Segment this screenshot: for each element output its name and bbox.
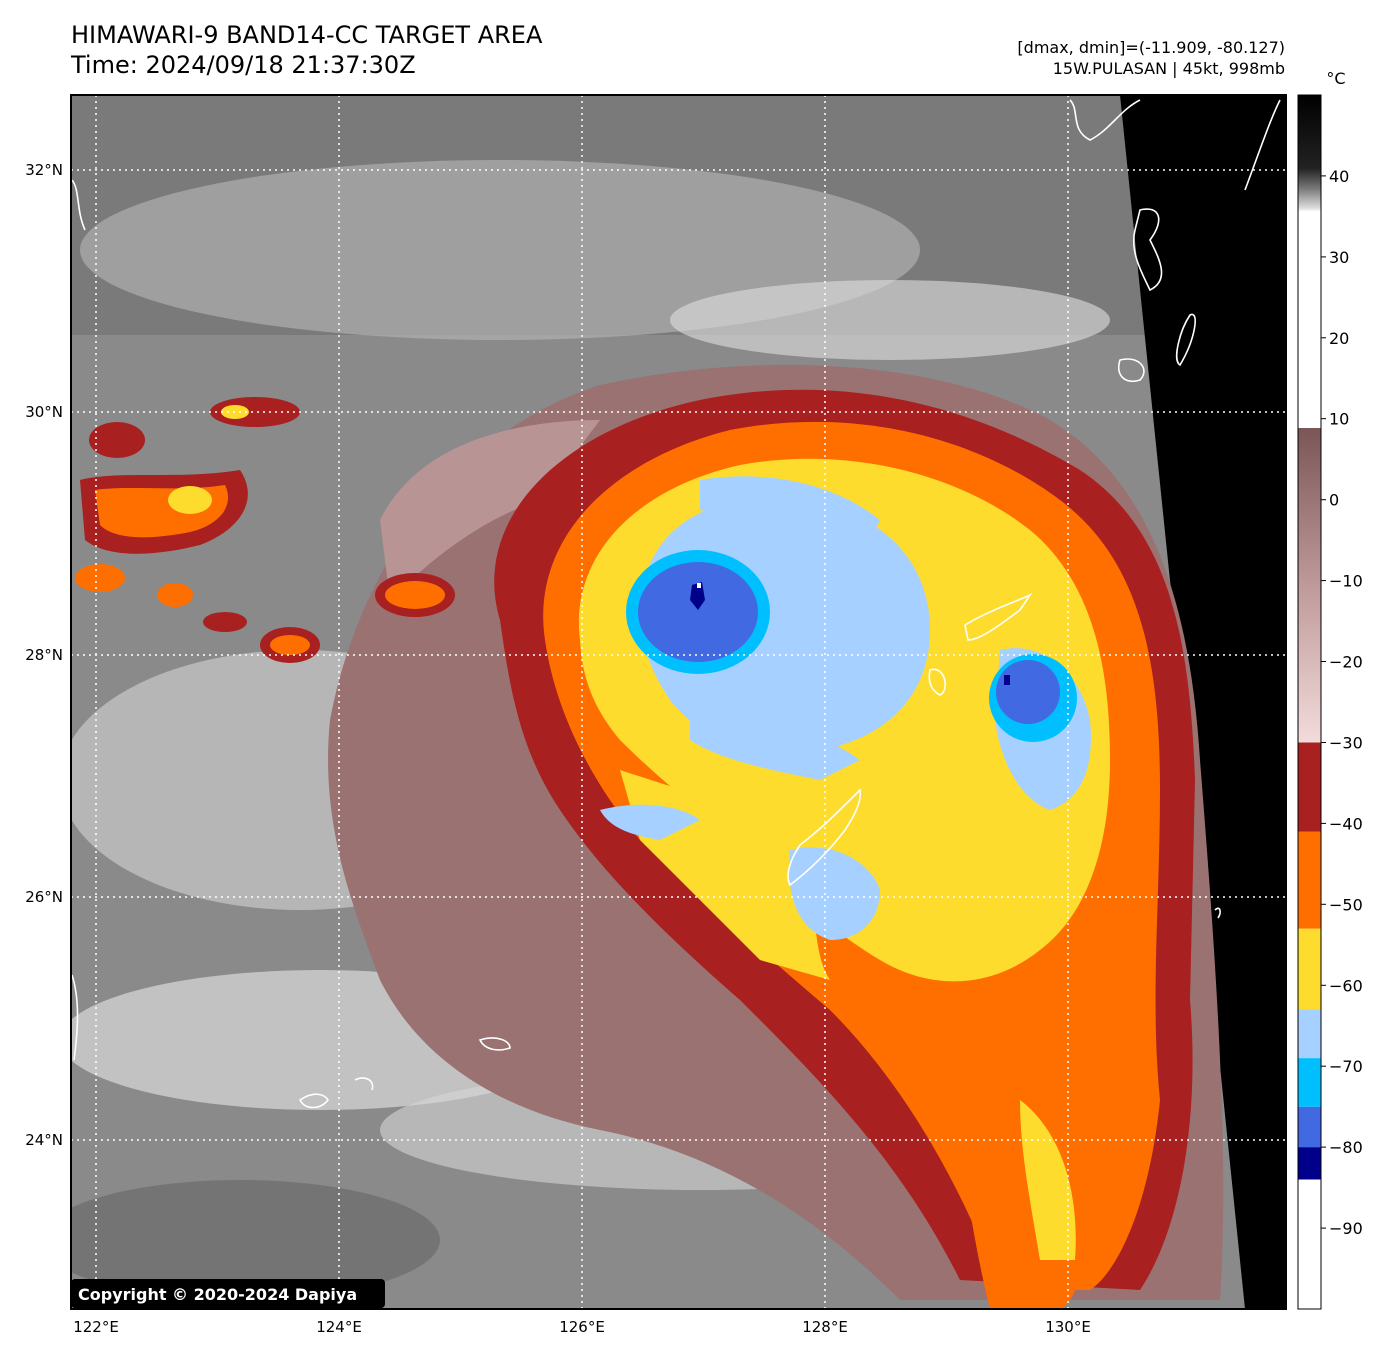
lon-tick-122: 122°E	[73, 1318, 119, 1336]
colorbar-labels: 40 30 20 10 0 −10 −20 −30 −40 −50 −60 −70 −80 −90	[1321, 167, 1363, 1238]
colorbar-label-2: 20	[1329, 329, 1349, 348]
coastline-daito	[1214, 907, 1221, 919]
lat-tick-24: 24°N	[25, 1131, 63, 1149]
lat-tick-28: 28°N	[25, 646, 63, 664]
storm-info: [dmax, dmin]=(-11.909, -80.127) 15W.PULA…	[1017, 37, 1285, 79]
chart-title: HIMAWARI-9 BAND14-CC TARGET AREA Time: 2…	[71, 20, 542, 80]
colorbar-label-11: −70	[1329, 1057, 1363, 1076]
coastline-okinawa	[787, 788, 862, 887]
colorbar-band-4	[1298, 1009, 1321, 1059]
colorbar-label-1: 30	[1329, 248, 1349, 267]
coastline-taiwan	[71, 974, 79, 1061]
band-minus70-south	[789, 847, 880, 940]
colorbar-band-3	[1298, 1058, 1321, 1107]
clear-area-south	[71, 1180, 440, 1300]
west-cluster-1-peak	[168, 486, 212, 514]
lon-tick-130: 130°E	[1045, 1318, 1091, 1336]
west-cluster-8	[203, 612, 247, 632]
colorbar-label-7: −30	[1329, 734, 1363, 753]
lon-tick-128: 128°E	[802, 1318, 848, 1336]
title-line-product: HIMAWARI-9 BAND14-CC TARGET AREA	[71, 21, 543, 49]
cloud-band-northeast	[670, 280, 1110, 360]
coastline-shikoku	[1244, 99, 1281, 191]
band-minus84-peak	[690, 582, 705, 610]
west-cluster-3-core	[270, 635, 310, 655]
colorbar-frame	[1297, 94, 1322, 1310]
secondary-core	[996, 660, 1060, 724]
west-cluster-4	[210, 397, 300, 427]
map-imagery	[71, 95, 1286, 1309]
copyright-badge: Copyright © 2020-2024 Dapiya	[71, 1279, 385, 1308]
colorbar-label-8: −40	[1329, 814, 1363, 833]
colorbar-label-12: −80	[1329, 1138, 1363, 1157]
lon-tick-124: 124°E	[316, 1318, 362, 1336]
colorbar-label-0: 40	[1329, 167, 1349, 186]
cirrus-outflow-west	[380, 420, 600, 600]
title-line-time: Time: 2024/09/18 21:37:30Z	[71, 51, 416, 79]
west-cluster-6	[157, 583, 193, 607]
colorbar-band-2	[1298, 1106, 1321, 1148]
west-cluster-7	[75, 564, 125, 592]
colorbar-band-6	[1298, 831, 1321, 929]
coastline-tokunoshima	[928, 668, 946, 696]
dmax-dmin-text: [dmax, dmin]=(-11.909, -80.127)	[1017, 38, 1285, 57]
colorbar-label-6: −20	[1329, 653, 1363, 672]
coastline-kyushu-north	[1069, 99, 1141, 141]
colorbar: °C 40 30 20 10 0 −10 −20 −30 −40 −50 −60 −70 −80 −90	[1297, 69, 1363, 1310]
colorbar-warm-gradient	[1298, 95, 1321, 428]
colorbar-label-4: 0	[1329, 491, 1339, 510]
colorbar-band-1	[1298, 1147, 1321, 1180]
coastline-tanegashima	[1175, 313, 1196, 367]
band-minus70-north	[700, 476, 880, 560]
coastline-china	[71, 179, 86, 231]
coldest-pixel	[697, 583, 701, 588]
colorbar-bands	[1298, 742, 1321, 1309]
coastline-kyushu	[1132, 208, 1163, 292]
lon-tick-126: 126°E	[559, 1318, 605, 1336]
colorbar-label-3: 10	[1329, 410, 1349, 429]
coastlines	[71, 99, 1281, 1109]
map-frame	[70, 94, 1287, 1310]
graticule	[71, 95, 1286, 1309]
lat-tick-30: 30°N	[25, 403, 63, 421]
coastline-yakushima	[1118, 358, 1145, 382]
colorbar-label-5: −10	[1329, 572, 1363, 591]
colorbar-label-10: −60	[1329, 976, 1363, 995]
secondary-peak	[1004, 675, 1010, 685]
coastline-ishigaki	[298, 1093, 329, 1109]
lat-tick-26: 26°N	[25, 888, 63, 906]
no-data-swath	[1120, 95, 1286, 1309]
coastline-miyako	[478, 1037, 511, 1051]
west-cluster-2-core	[385, 581, 445, 609]
colorbar-unit: °C	[1326, 69, 1345, 88]
west-cluster-5	[89, 422, 145, 458]
band-minus70-southwest	[600, 804, 700, 840]
copyright-background	[71, 1279, 385, 1308]
band-minus70-arc	[690, 700, 860, 780]
colorbar-cirrus-gradient	[1298, 428, 1321, 749]
colorbar-band-5	[1298, 928, 1321, 1010]
colorbar-label-9: −50	[1329, 895, 1363, 914]
colorbar-band-7	[1298, 742, 1321, 832]
colorbar-band-0	[1298, 1179, 1321, 1309]
cloud-band-north	[80, 160, 920, 340]
colorbar-label-13: −90	[1329, 1219, 1363, 1238]
storm-name-text: 15W.PULASAN | 45kt, 998mb	[1052, 59, 1285, 78]
coastline-iriomote	[354, 1077, 374, 1091]
southern-rainband-core	[1020, 1100, 1076, 1260]
longitude-labels: 122°E 124°E 126°E 128°E 130°E	[73, 1318, 1091, 1336]
latitude-labels: 32°N 30°N 28°N 26°N 24°N	[25, 161, 63, 1149]
band-minus80-core	[638, 562, 758, 662]
lat-tick-32: 32°N	[25, 161, 63, 179]
coastline-amami	[964, 592, 1033, 641]
copyright-text: Copyright © 2020-2024 Dapiya	[78, 1285, 357, 1304]
